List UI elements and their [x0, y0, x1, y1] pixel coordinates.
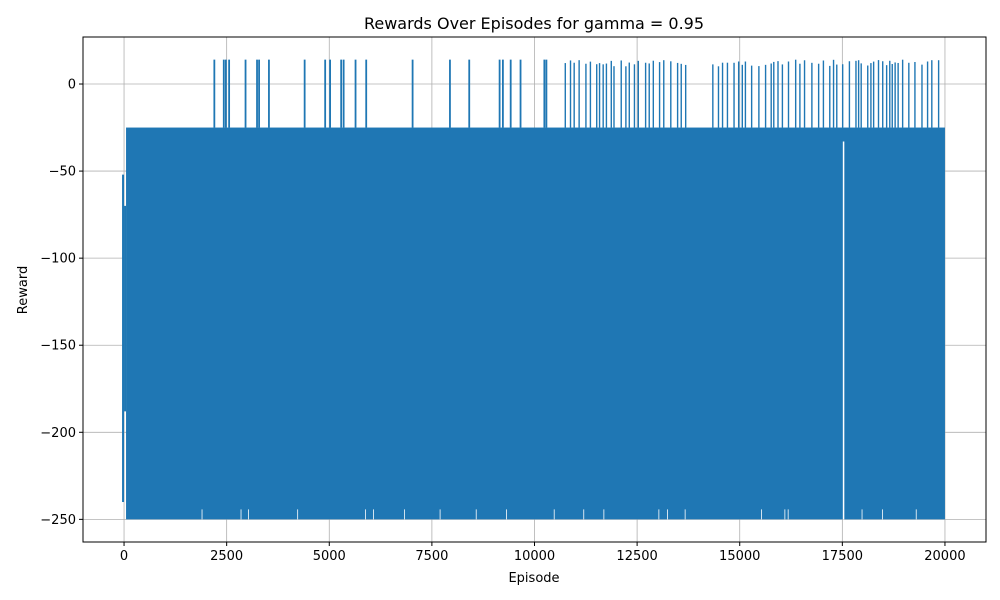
x-tick-label: 10000: [514, 549, 555, 564]
y-tick-label: 0: [68, 78, 76, 93]
reward-band: [126, 128, 945, 520]
x-tick-label: 7500: [415, 549, 448, 564]
x-tick-label: 17500: [822, 549, 863, 564]
plot-area: [123, 60, 945, 520]
y-tick-label: −250: [40, 513, 76, 528]
y-tick-label: −100: [40, 252, 76, 267]
x-tick-label: 20000: [924, 549, 965, 564]
x-tick-label: 0: [120, 549, 128, 564]
x-axis-label: Episode: [508, 571, 559, 586]
x-tick-label: 2500: [210, 549, 243, 564]
y-tick-label: −200: [40, 426, 76, 441]
y-tick-label: −150: [40, 339, 76, 354]
x-tick-label: 15000: [719, 549, 760, 564]
chart-title: Rewards Over Episodes for gamma = 0.95: [364, 14, 704, 33]
y-axis-label: Reward: [16, 266, 31, 314]
x-tick-label: 12500: [616, 549, 657, 564]
y-tick-label: −50: [49, 165, 76, 180]
x-tick-label: 5000: [313, 549, 346, 564]
